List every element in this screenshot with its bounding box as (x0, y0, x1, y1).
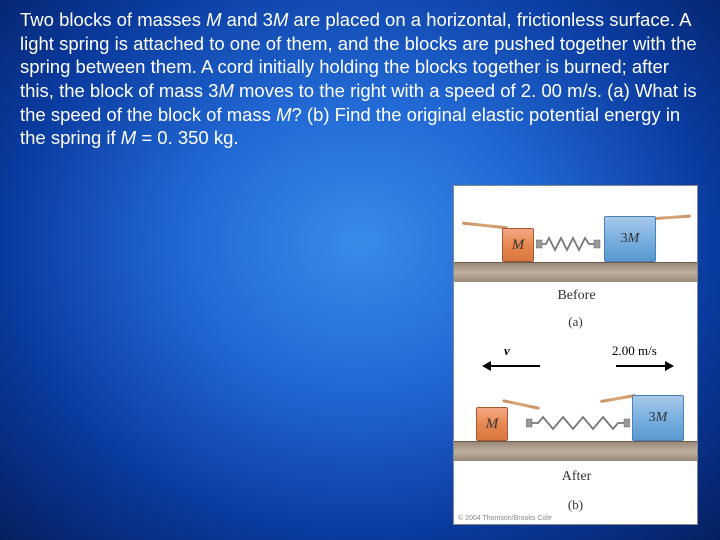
cord-right-b (600, 394, 636, 403)
arrow-right (616, 361, 674, 371)
panel-before: M 3M Before (a) (454, 186, 697, 341)
mass-M-5: M (121, 127, 136, 148)
spring-after (526, 415, 630, 431)
state-label-after: After (454, 469, 699, 485)
copyright-text: © 2004 Thomson/Brooks Cole (458, 515, 552, 522)
text-1: Two blocks of masses (20, 9, 206, 30)
block-m-label-a: M (512, 237, 525, 254)
spring-svg-b (526, 415, 630, 431)
arrow-left-head (482, 361, 491, 371)
figure: M 3M Before (a) v 2.00 m/s M (453, 185, 698, 525)
velocity-left-label: v (504, 343, 510, 359)
block-3m-label-b: 3M (649, 410, 668, 426)
block-m-before: M (502, 228, 534, 262)
block-3m-label-a: 3M (621, 231, 640, 247)
spring-before (536, 236, 602, 252)
block-m-label-b: M (486, 416, 499, 433)
block-3m-before: 3M (604, 216, 656, 262)
arrow-left (482, 361, 540, 371)
caption-b: (b) (454, 497, 697, 513)
arrow-right-head (665, 361, 674, 371)
arrow-right-line (616, 365, 665, 367)
surface-before (454, 262, 697, 282)
block-3m-after: 3M (632, 395, 684, 441)
caption-a: (a) (454, 314, 697, 330)
block-m-after: M (476, 407, 508, 441)
problem-statement: Two blocks of masses M and 3M are placed… (0, 0, 720, 154)
spring-svg-a (536, 236, 602, 252)
cord-left-a (462, 222, 508, 230)
panel-after: v 2.00 m/s M 3M After (b) (454, 341, 697, 521)
arrow-left-line (491, 365, 540, 367)
text-2: and 3 (222, 9, 273, 30)
mass-M-1: M (206, 9, 221, 30)
surface-after (454, 441, 697, 461)
mass-M-2: M (273, 9, 288, 30)
mass-M-3: M (218, 80, 233, 101)
state-label-before: Before (454, 288, 699, 304)
velocity-right-label: 2.00 m/s (612, 343, 657, 359)
mass-M-4: M (276, 104, 291, 125)
text-6: = 0. 350 kg. (136, 127, 238, 148)
